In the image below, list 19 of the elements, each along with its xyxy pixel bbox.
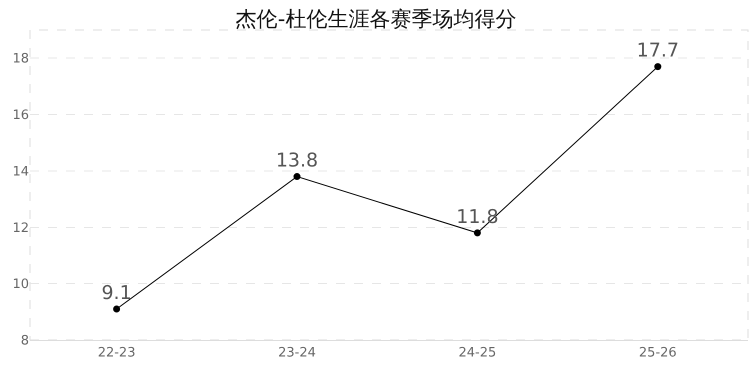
y-tick-label: 8 [20,334,29,349]
y-tick-label: 16 [12,108,29,124]
x-tick-label: 25-26 [638,346,677,361]
data-label: 11.8 [456,206,499,228]
data-label: 9.1 [101,282,132,304]
data-label: 17.7 [636,40,679,62]
y-tick-label: 14 [12,164,29,180]
x-tick-label: 24-25 [458,346,496,361]
y-tick-label: 12 [12,220,29,236]
x-tick-label: 22-23 [98,346,136,361]
point [113,306,120,312]
y-tick-label: 18 [12,52,29,67]
point [293,173,300,180]
point [474,229,481,236]
point [654,63,662,70]
y-tick-label: 10 [12,277,29,292]
x-tick-label: 23-24 [278,346,316,361]
chart-title: 杰伦-杜伦生涯各赛季场均得分 [236,6,516,31]
data-label: 13.8 [276,149,318,172]
